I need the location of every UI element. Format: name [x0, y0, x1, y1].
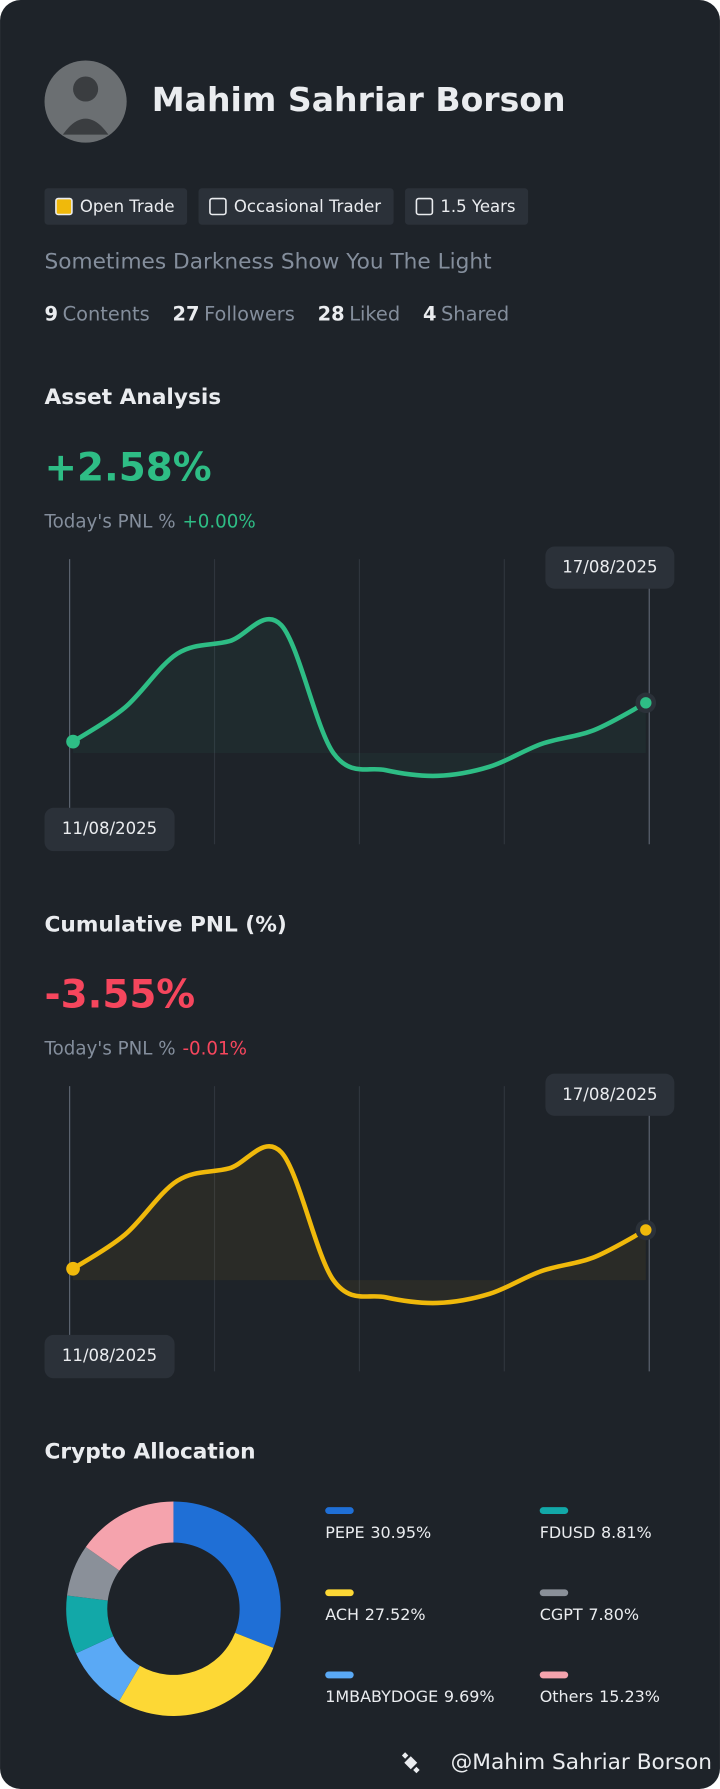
- footer-handle: @Mahim Sahriar Borson: [451, 1750, 712, 1775]
- bio: Sometimes Darkness Show You The Light: [45, 249, 492, 274]
- badge-label: Occasional Trader: [234, 197, 381, 216]
- area-fill: [73, 619, 646, 776]
- legend-swatch: [539, 1671, 569, 1679]
- legend-swatch: [539, 1507, 569, 1515]
- legend-value: 7.80%: [588, 1605, 639, 1624]
- badge-icon: [209, 197, 227, 216]
- badge[interactable]: [198, 188, 394, 225]
- stat-count: 4: [423, 302, 436, 325]
- line-series: [70, 616, 649, 779]
- section-title: Cumulative PNL (%): [45, 912, 287, 937]
- donut-segment[interactable]: [75, 1636, 140, 1702]
- badge-icon: [415, 197, 434, 216]
- pnl-label: Today's PNL %: [44, 512, 176, 533]
- stat-label: Liked: [349, 302, 400, 325]
- start-point: [66, 734, 80, 749]
- stat-label: Contents: [63, 302, 150, 325]
- area-fill: [73, 1146, 646, 1304]
- legend-label: FDUSD: [540, 1523, 596, 1542]
- badge[interactable]: [405, 188, 529, 225]
- badge-icon: [55, 197, 73, 216]
- start-point: [66, 1261, 80, 1276]
- headline-value: +2.58%: [45, 446, 212, 491]
- donut-segment[interactable]: [66, 1595, 114, 1654]
- start-date: 11/08/2025: [62, 819, 157, 838]
- donut-segment[interactable]: [85, 1501, 174, 1571]
- section-title: Crypto Allocation: [45, 1439, 256, 1464]
- date-tag: [44, 807, 175, 852]
- date-tag: [545, 1073, 675, 1116]
- section-title: Asset Analysis: [45, 385, 222, 410]
- date-tag: [545, 546, 675, 589]
- donut-segment[interactable]: [173, 1501, 281, 1648]
- stat-count: 9: [45, 302, 58, 325]
- donut-segment[interactable]: [119, 1632, 274, 1716]
- profile-name: Mahim Sahriar Borson: [152, 80, 566, 119]
- headline-value: -3.55%: [45, 973, 196, 1018]
- end-date: 17/08/2025: [562, 558, 657, 577]
- legend-value: 8.81%: [601, 1523, 652, 1542]
- badge-label: Open Trade: [80, 197, 175, 216]
- legend-value: 27.52%: [365, 1605, 426, 1624]
- legend-label: CGPT: [540, 1605, 583, 1624]
- legend-swatch: [325, 1507, 354, 1515]
- legend-swatch: [539, 1589, 569, 1597]
- end-point: [640, 1224, 652, 1236]
- pnl-value: -0.01%: [182, 1039, 247, 1060]
- avatar-head: [73, 76, 99, 102]
- legend-value: 15.23%: [599, 1687, 660, 1706]
- pnl-label: Today's PNL %: [44, 1039, 176, 1060]
- legend-swatch: [325, 1671, 354, 1679]
- badge-label: 1.5 Years: [440, 197, 515, 216]
- stat-label: Shared: [441, 302, 509, 325]
- end-point: [640, 697, 652, 709]
- legend-label: ACH: [325, 1605, 359, 1624]
- legend-swatch: [325, 1589, 354, 1597]
- line-series: [70, 1144, 649, 1306]
- stat-count: 27: [173, 302, 200, 325]
- donut-segment[interactable]: [67, 1546, 120, 1601]
- start-date: 11/08/2025: [62, 1346, 157, 1365]
- legend-label: 1MBABYDOGE: [325, 1687, 438, 1706]
- stat-count: 28: [318, 302, 345, 325]
- date-tag: [44, 1334, 175, 1379]
- pnl-value: +0.00%: [182, 512, 255, 533]
- stat-label: Followers: [204, 302, 295, 325]
- legend-value: 9.69%: [444, 1687, 495, 1706]
- legend-label: Others: [540, 1687, 594, 1706]
- legend-value: 30.95%: [370, 1523, 431, 1542]
- badge[interactable]: [44, 188, 188, 225]
- legend-label: PEPE: [325, 1523, 364, 1542]
- avatar-body: [62, 118, 109, 135]
- end-date: 17/08/2025: [562, 1085, 657, 1104]
